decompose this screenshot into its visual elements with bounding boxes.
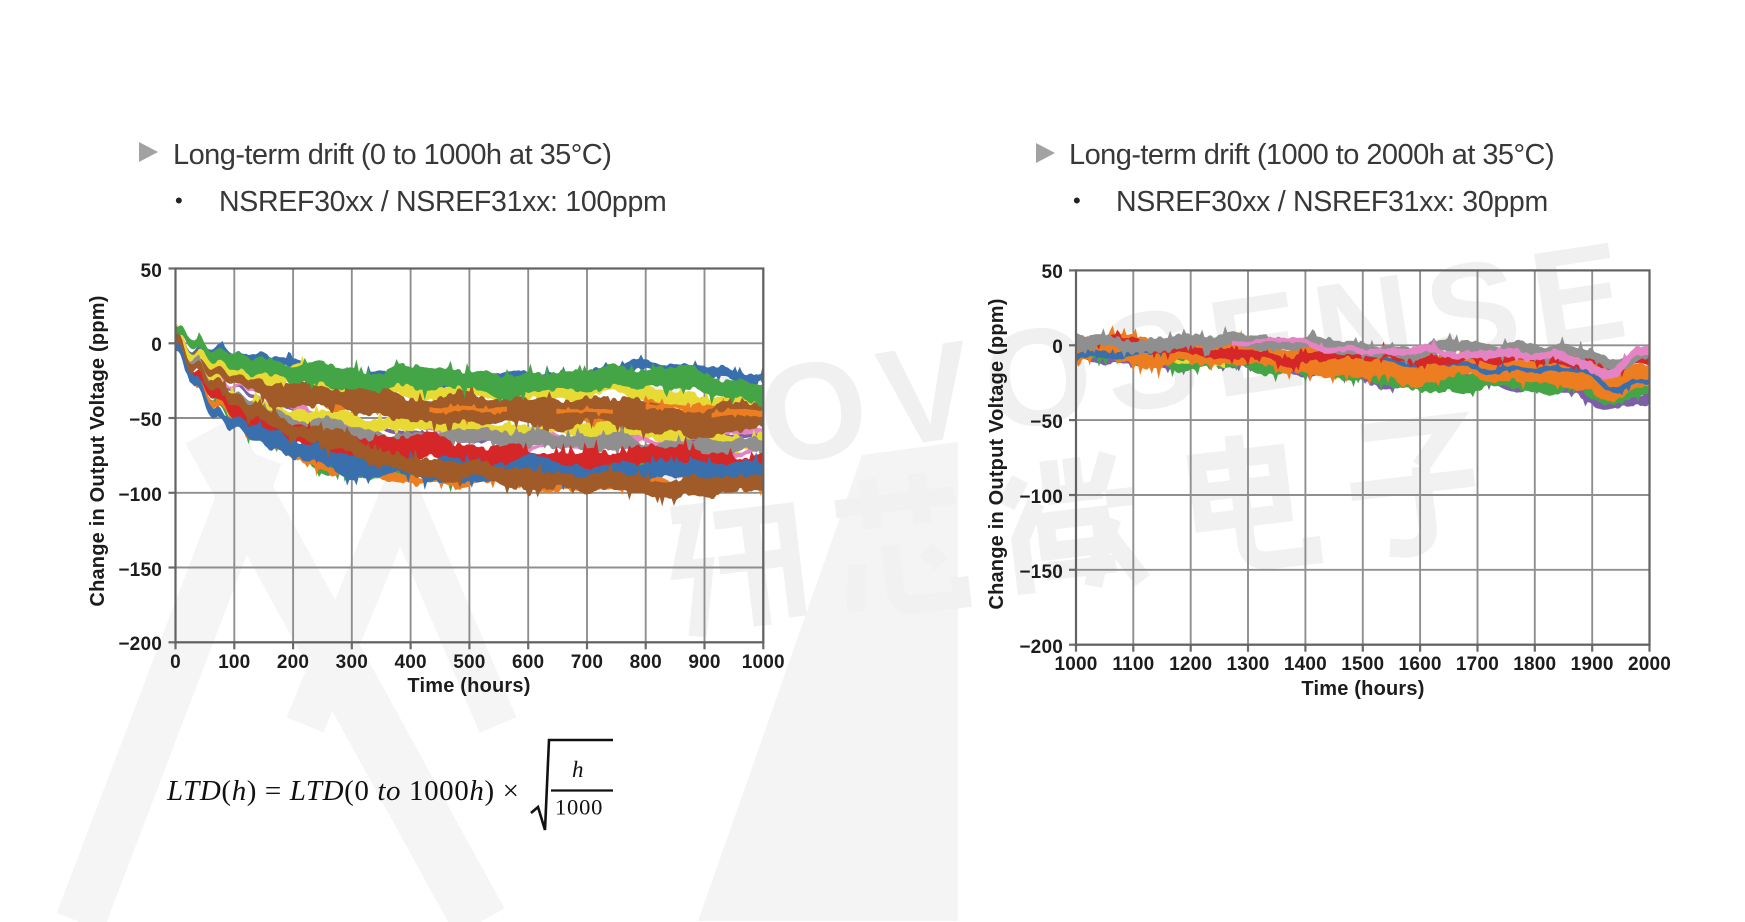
svg-text:h: h — [572, 757, 584, 782]
svg-text:1000: 1000 — [555, 795, 603, 820]
svg-text:LTD(h) = LTD(0 to 1000h) ×: LTD(h) = LTD(0 to 1000h) × — [166, 775, 520, 807]
